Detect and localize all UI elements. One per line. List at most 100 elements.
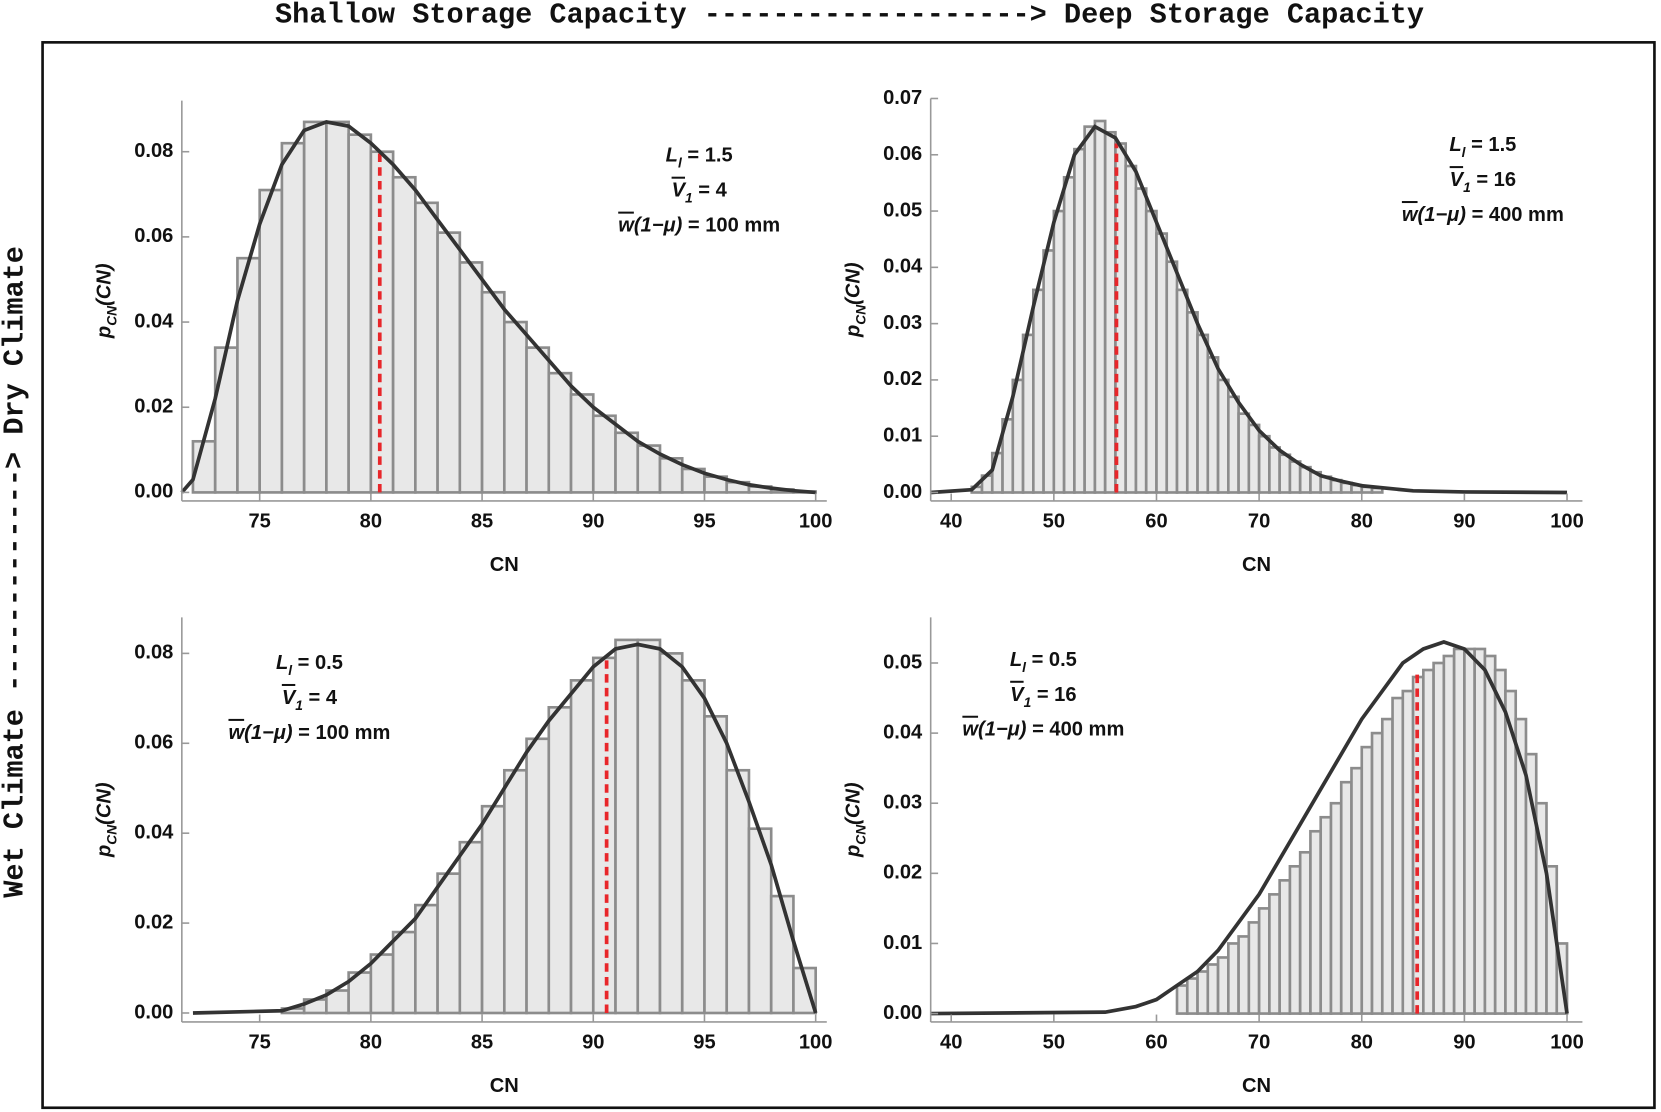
y-tick-label: 0.02 [883, 862, 922, 884]
text-part: L [276, 652, 288, 674]
text-part: 1 [1463, 180, 1471, 195]
header: Shallow Storage Capacity ---------------… [275, 0, 1424, 31]
text-part: = 1.5 [1465, 134, 1516, 156]
x-tick-label: 95 [693, 510, 715, 532]
y-tick-label: 0.00 [134, 1001, 173, 1023]
annotation: V1 = 4 [282, 687, 338, 713]
histogram-bar [1401, 689, 1415, 1015]
histogram-bar [1339, 780, 1353, 1015]
histogram-bar [658, 652, 684, 1015]
y-tick-label: 0.06 [134, 732, 173, 754]
histogram-bar [1073, 147, 1086, 494]
histogram-bar [1247, 921, 1261, 1015]
histogram-bar [480, 290, 506, 494]
histogram-bar [325, 120, 350, 494]
y-tick-label: 0.02 [883, 368, 922, 390]
y-axis-label: pCN(CN) [843, 782, 869, 858]
histogram-bar [1319, 815, 1333, 1015]
histogram-bar [1391, 696, 1405, 1015]
text-part: V [1450, 169, 1465, 191]
text-part: L [1010, 649, 1022, 671]
histogram-bar [1278, 453, 1292, 494]
y-tick-label: 0.08 [134, 642, 173, 664]
y-tick-label: 0.07 [883, 87, 922, 109]
histogram-bar [436, 231, 462, 494]
text-part: 1 [1024, 695, 1032, 710]
x-tick-label: 90 [1453, 510, 1475, 532]
text-part: V [672, 180, 687, 202]
text-part: = 100 mm [682, 215, 780, 237]
text-part: L [1449, 134, 1461, 156]
histogram-bar [1042, 249, 1056, 494]
annotation: Ll = 0.5 [276, 652, 343, 678]
x-tick-label: 70 [1248, 1031, 1270, 1053]
text-part: = 4 [693, 180, 728, 202]
text-part: p [843, 325, 865, 338]
text-part: CN [854, 824, 869, 845]
text-part: w [1402, 204, 1419, 226]
text-part: = 400 mm [1027, 719, 1125, 741]
x-tick-label: 85 [471, 510, 493, 532]
histogram-bar [1298, 850, 1312, 1015]
histogram-bar [1452, 647, 1466, 1015]
text-part: p [94, 326, 116, 339]
histogram-bar [347, 133, 373, 494]
x-tick-label: 40 [940, 1031, 962, 1053]
x-tick-label: 80 [1351, 510, 1373, 532]
histogram-bar [1350, 766, 1364, 1015]
text-part: L [666, 145, 678, 167]
y-axis-label: pCN(CN) [94, 263, 120, 339]
density-curve [930, 124, 1568, 495]
text-part: = 0.5 [1026, 649, 1077, 671]
y-tick-label: 0.02 [134, 396, 173, 418]
y-tick-label: 0.04 [883, 256, 923, 278]
histogram-bar [1360, 745, 1374, 1015]
text-part: (1−μ) [978, 719, 1027, 741]
histogram-bar [1493, 668, 1507, 1015]
histogram-bar [703, 714, 729, 1015]
x-axis-label: CN [1242, 554, 1271, 576]
histogram-bar [258, 188, 284, 494]
annotation: w(1−μ) = 100 mm [228, 722, 390, 744]
x-tick-label: 50 [1043, 1031, 1065, 1053]
histogram-bar [1257, 907, 1271, 1015]
x-tick-label: 75 [248, 1031, 270, 1053]
annotation: V1 = 16 [1450, 169, 1516, 195]
histogram-bar [480, 804, 506, 1015]
histogram-bar [1196, 333, 1210, 494]
histogram-bar [1155, 232, 1169, 494]
x-tick-label: 40 [940, 510, 962, 532]
text-part: = 100 mm [293, 722, 391, 744]
histogram-bar [591, 414, 617, 494]
histogram-bar [1268, 446, 1281, 494]
histogram-bar [1216, 956, 1230, 1015]
text-part: p [94, 845, 116, 858]
histogram-bar [1432, 661, 1446, 1015]
histogram-bar [1185, 311, 1199, 494]
histogram-bar [1227, 395, 1240, 494]
y-axis-label: pCN(CN) [843, 262, 869, 338]
x-axis-label: CN [490, 1075, 519, 1097]
x-tick-label: 90 [582, 510, 604, 532]
y-tick-label: 0.04 [134, 822, 174, 844]
histogram-bar [591, 656, 617, 1015]
histogram-bar [391, 930, 417, 1015]
histogram-bar [1483, 654, 1497, 1015]
histogram-bar [569, 679, 595, 1015]
histogram-bar [614, 431, 640, 494]
histogram-bar [547, 371, 573, 494]
y-tick-label: 0.00 [134, 481, 173, 503]
histogram-bar [1144, 209, 1158, 494]
histogram-bar [302, 120, 328, 494]
text-part: w [962, 719, 979, 741]
text-part: V [1010, 684, 1025, 706]
text-part: (CN) [94, 782, 116, 825]
histogram-bar [1052, 209, 1066, 494]
y-tick-label: 0.04 [134, 310, 174, 332]
text-part: = 4 [303, 687, 338, 709]
annotation: Ll = 0.5 [1010, 649, 1077, 675]
text-part: = 16 [1031, 684, 1076, 706]
x-tick-label: 75 [248, 510, 270, 532]
x-tick-label: 50 [1043, 510, 1065, 532]
